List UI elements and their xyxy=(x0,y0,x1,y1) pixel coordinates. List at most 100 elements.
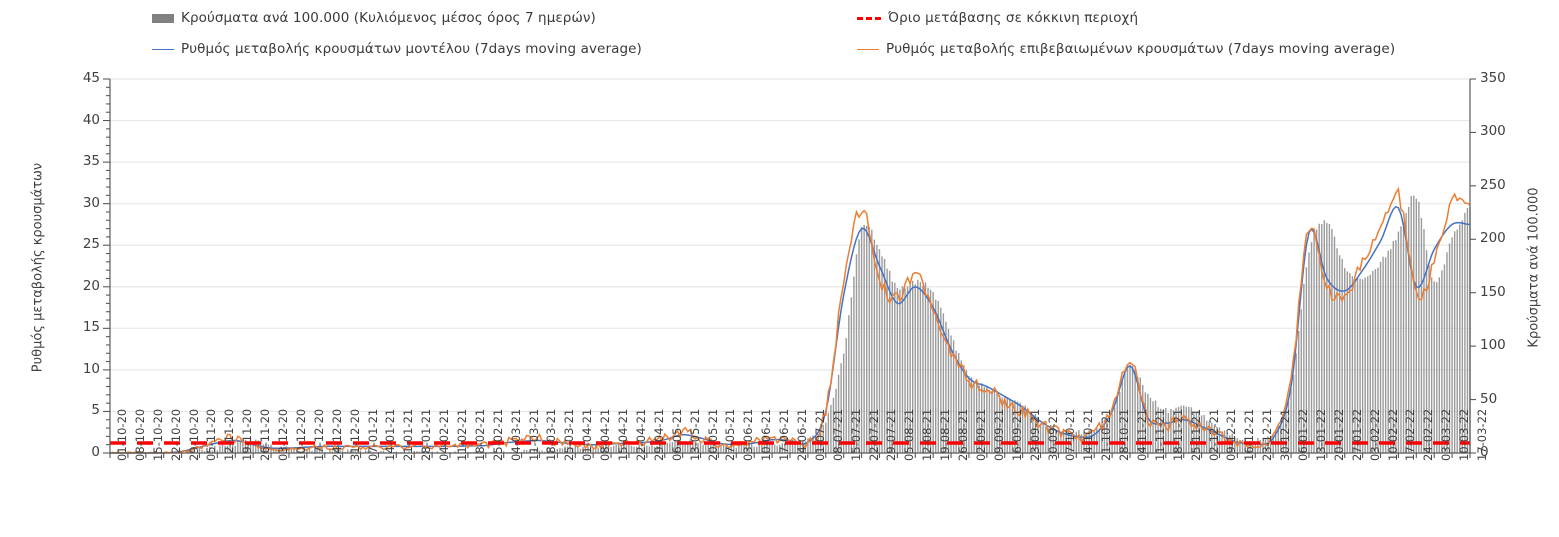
gridlines xyxy=(110,78,1470,413)
y-axis-left-tick: 20 xyxy=(82,277,100,294)
x-axis-tick: 10-03-22 xyxy=(1457,408,1472,461)
x-axis-tick: 03-06-21 xyxy=(741,408,756,461)
x-axis-tick: 23-12-21 xyxy=(1260,408,1275,461)
x-axis-tick: 18-11-21 xyxy=(1170,408,1185,461)
x-axis-tick: 04-02-21 xyxy=(437,408,452,461)
x-axis-tick: 17-03-22 xyxy=(1475,408,1489,461)
y-axis-right-tick: 0 xyxy=(1480,444,1489,460)
y-axis-left-tick: 30 xyxy=(82,194,100,211)
x-axis-tick: 21-01-21 xyxy=(401,408,416,461)
x-axis-tick: 08-10-20 xyxy=(132,408,147,461)
x-axis-tick: 08-07-21 xyxy=(830,408,845,461)
x-axis-tick: 08-04-21 xyxy=(598,408,613,461)
x-axis-tick: 25-02-21 xyxy=(490,408,505,461)
y-axis-right-tick: 250 xyxy=(1480,176,1506,193)
y-axis-left-tick: 25 xyxy=(82,236,100,253)
x-axis-tick: 09-12-21 xyxy=(1224,408,1239,461)
x-axis-tick: 22-10-20 xyxy=(168,408,183,461)
y-axis-left-tick: 35 xyxy=(82,153,100,170)
x-axis-tick: 29-10-20 xyxy=(186,408,201,461)
x-axis-tick: 30-09-21 xyxy=(1045,408,1060,461)
y-axis-left-tick: 0 xyxy=(91,444,100,460)
x-axis-tick: 11-03-21 xyxy=(526,408,541,461)
y-axis-left-tick: 15 xyxy=(82,319,100,336)
x-axis-tick: 15-07-21 xyxy=(848,408,863,461)
blue-line-swatch-icon xyxy=(152,48,174,50)
x-axis-tick: 18-03-21 xyxy=(544,408,559,461)
y-axis-right-tick: 300 xyxy=(1480,123,1506,140)
legend-label-model-change-rate: Ρυθμός μεταβολής κρουσμάτων μοντέλου (7d… xyxy=(181,41,642,57)
x-axis-tick: 27-05-21 xyxy=(723,408,738,461)
x-axis-tick: 11-02-21 xyxy=(455,408,469,461)
x-axis-tick: 03-02-22 xyxy=(1367,408,1382,461)
x-axis-tick: 01-07-21 xyxy=(812,408,827,461)
y-axis-left-tick: 40 xyxy=(82,111,100,128)
x-axis-tick: 13-05-21 xyxy=(687,408,702,461)
x-axis-tick: 15-10-20 xyxy=(150,408,165,461)
x-axis-tick: 20-01-22 xyxy=(1331,408,1346,461)
x-axis-tick: 17-02-22 xyxy=(1403,408,1418,461)
x-axis-tick: 19-11-20 xyxy=(240,408,255,461)
x-axis-tick: 03-12-20 xyxy=(276,408,291,461)
x-axis-tick: 12-08-21 xyxy=(920,408,935,461)
x-axis-tick: 11-11-21 xyxy=(1152,408,1167,461)
x-axis-tick: 30-12-21 xyxy=(1278,408,1293,461)
x-axis-tick: 19-08-21 xyxy=(938,408,953,461)
x-axis-tick: 25-03-21 xyxy=(562,408,577,461)
x-axis-tick: 20-05-21 xyxy=(705,408,720,461)
x-axis-tick: 01-04-21 xyxy=(580,408,595,461)
x-axis-tick: 28-10-21 xyxy=(1117,408,1132,461)
x-axis-tick: 06-05-21 xyxy=(669,408,684,461)
y-axis-right-tick: 200 xyxy=(1480,230,1506,247)
x-axis-tick: 06-01-22 xyxy=(1296,408,1311,461)
x-axis-tick: 23-09-21 xyxy=(1027,408,1042,461)
x-axis-tick: 10-02-22 xyxy=(1385,408,1400,461)
x-axis-tick: 21-10-21 xyxy=(1099,408,1114,461)
x-axis-tick: 16-12-21 xyxy=(1242,408,1257,461)
axes xyxy=(103,78,1476,458)
y-axis-right-tick: 50 xyxy=(1480,390,1498,407)
x-axis-tick: 17-12-20 xyxy=(311,408,326,461)
x-axis-tick: 03-03-22 xyxy=(1439,408,1454,461)
x-axis-tick: 25-11-21 xyxy=(1188,408,1203,461)
x-axis-tick: 13-01-22 xyxy=(1313,408,1328,461)
bar-swatch-icon xyxy=(152,13,174,23)
x-axis-tick: 26-11-20 xyxy=(258,408,273,461)
x-axis-tick: 24-02-22 xyxy=(1421,408,1436,461)
x-axis-tick: 31-12-20 xyxy=(347,408,362,461)
chart-legend: Κρούσματα ανά 100.000 (Κυλιόμενος μέσος … xyxy=(0,0,1559,64)
x-axis-tick: 18-02-21 xyxy=(472,408,487,461)
legend-item-cases-per-100k[interactable]: Κρούσματα ανά 100.000 (Κυλιόμενος μέσος … xyxy=(152,10,596,26)
legend-item-red-zone-threshold[interactable]: Όριο μετάβασης σε κόκκινη περιοχή xyxy=(857,10,1138,26)
x-axis-tick: 22-04-21 xyxy=(633,408,648,461)
x-axis-tick: 22-07-21 xyxy=(866,408,881,461)
x-axis-tick: 04-11-21 xyxy=(1135,408,1149,461)
x-axis-tick: 10-12-20 xyxy=(293,408,308,461)
x-axis-tick: 14-01-21 xyxy=(383,408,398,461)
y-axis-right-title: Κρούσματα ανά 100.000 xyxy=(1526,187,1542,348)
x-axis-tick: 04-03-21 xyxy=(508,408,523,461)
legend-item-confirmed-change-rate[interactable]: Ρυθμός μεταβολής επιβεβαιωμένων κρουσμάτ… xyxy=(857,41,1395,57)
y-axis-left-title: Ρυθμός μεταβολής κρουσμάτων xyxy=(30,162,46,373)
y-axis-right-tick: 350 xyxy=(1480,70,1506,86)
x-axis-tick: 05-08-21 xyxy=(902,408,917,461)
x-axis-tick: 02-12-21 xyxy=(1206,408,1221,461)
x-axis-tick: 14-10-21 xyxy=(1081,408,1096,461)
x-axis-tick: 02-09-21 xyxy=(973,408,988,461)
legend-label-cases-per-100k: Κρούσματα ανά 100.000 (Κυλιόμενος μέσος … xyxy=(181,10,596,26)
legend-label-confirmed-change-rate: Ρυθμός μεταβολής επιβεβαιωμένων κρουσμάτ… xyxy=(886,41,1396,57)
x-axis-tick: 26-08-21 xyxy=(956,408,971,461)
legend-item-model-change-rate[interactable]: Ρυθμός μεταβολής κρουσμάτων μοντέλου (7d… xyxy=(152,41,642,57)
y-axis-right-tick: 150 xyxy=(1480,283,1506,300)
orange-line-swatch-icon xyxy=(857,48,879,50)
x-axis-tick: 27-01-22 xyxy=(1349,408,1364,461)
y-axis-left-tick: 10 xyxy=(82,360,100,377)
red-dashed-line-swatch-icon xyxy=(857,16,881,20)
y-axis-left-tick: 45 xyxy=(82,70,100,86)
x-axis-tick: 01-10-20 xyxy=(115,408,129,461)
x-axis-tick: 29-04-21 xyxy=(651,408,666,461)
x-axis-tick: 07-01-21 xyxy=(365,408,380,461)
x-axis-tick: 09-09-21 xyxy=(991,408,1006,461)
